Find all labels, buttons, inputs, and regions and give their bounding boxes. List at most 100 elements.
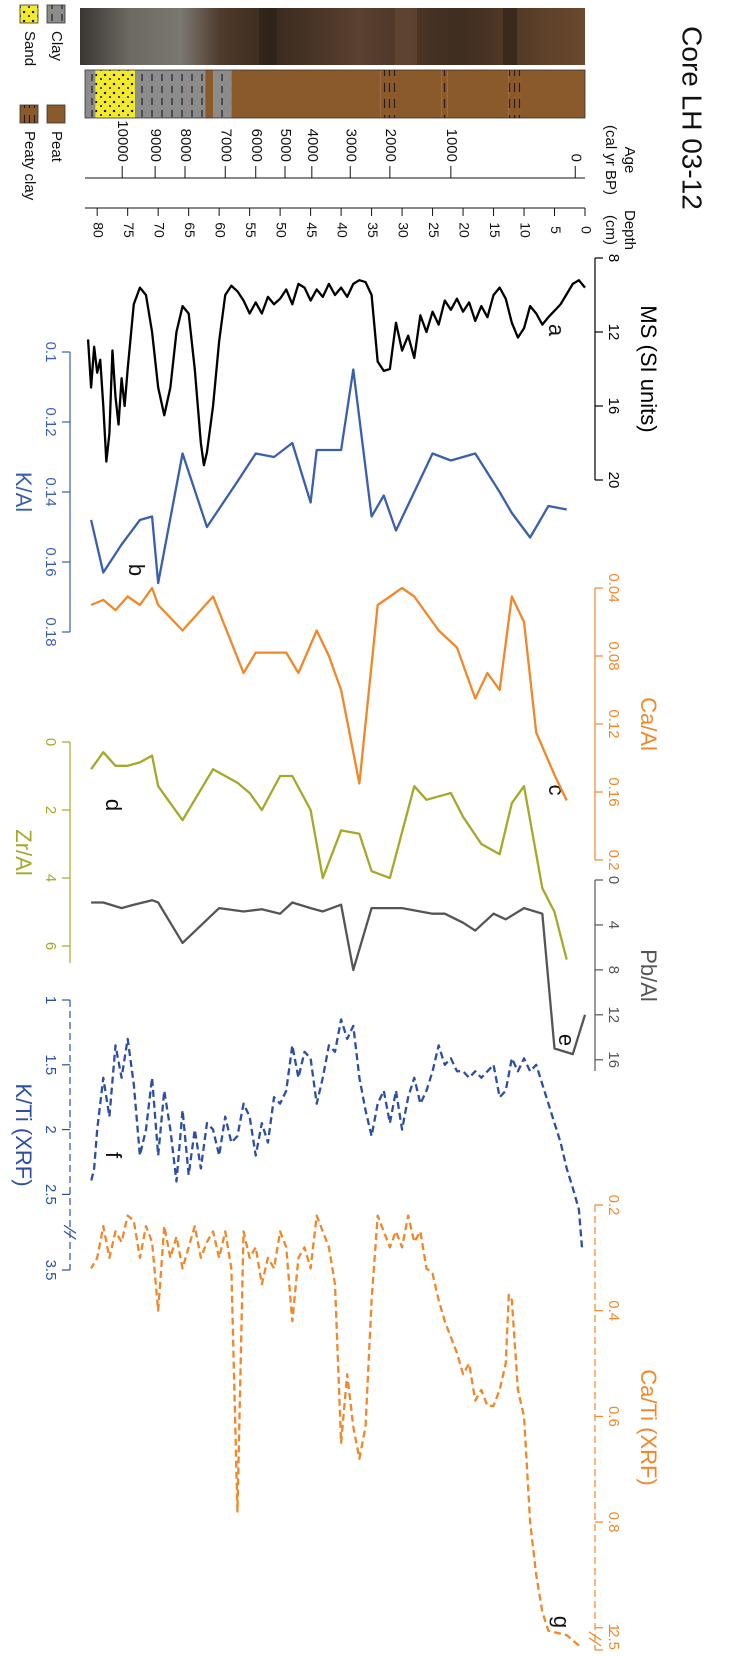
lithology-layer	[381, 70, 396, 118]
depth-axis-title: Depth	[621, 210, 638, 250]
depth-tick-label: 75	[121, 222, 137, 238]
age-tick-label: 0	[567, 154, 584, 162]
core-photo-band	[395, 8, 417, 65]
depth-tick-label: 55	[243, 222, 259, 238]
value-tick-label: 0.14	[42, 477, 59, 506]
age-tick-label: 10000	[114, 120, 131, 162]
value-tick-label: 0.8	[605, 1512, 622, 1533]
panel-letter: c	[544, 785, 569, 796]
lithology-layer	[509, 70, 521, 118]
value-tick-label: 0.2	[605, 1195, 622, 1216]
lithology-layer	[205, 70, 213, 118]
age-axis-title: (cal yr BP)	[602, 125, 619, 195]
value-tick-label: 0.12	[42, 407, 59, 436]
value-axis-title: Pb/Al	[636, 949, 661, 1002]
value-tick-label: 8	[605, 966, 622, 974]
lithology-layer	[135, 70, 205, 118]
data-line	[88, 280, 585, 465]
value-tick-label: 0.6	[605, 1406, 622, 1427]
depth-tick-label: 80	[90, 222, 106, 238]
age-tick-label: 6000	[248, 129, 265, 162]
value-tick-label: 0	[42, 738, 59, 746]
value-tick-label: 16	[605, 398, 622, 415]
depth-tick-label: 20	[456, 222, 472, 238]
value-axis-title: Ca/Al	[636, 697, 661, 751]
depth-tick-label: 70	[151, 222, 167, 238]
value-axis-title: Ca/Ti (XRF)	[636, 1369, 661, 1486]
value-axis-title: MS (SI units)	[636, 305, 661, 432]
value-tick-label: 4	[42, 874, 59, 882]
value-tick-label: 6	[42, 942, 59, 950]
chart-title: Core LH 03-12	[677, 26, 708, 210]
panel-letter: g	[549, 1616, 574, 1628]
lithology-layer	[442, 70, 448, 118]
value-tick-label: 16	[605, 1051, 622, 1068]
value-tick-label: 1.5	[42, 1054, 59, 1075]
lithology-layer	[521, 70, 585, 118]
value-tick-label: 0.12	[605, 709, 622, 738]
value-tick-label: 12	[605, 1006, 622, 1023]
value-tick-label: 2.5	[605, 1629, 622, 1650]
value-tick-label: 12	[605, 324, 622, 341]
depth-tick-label: 25	[426, 222, 442, 238]
value-tick-label: 0.4	[605, 1300, 622, 1321]
legend-swatch	[20, 105, 38, 123]
depth-tick-label: 30	[395, 222, 411, 238]
depth-tick-label: 40	[334, 222, 350, 238]
value-tick-label: 0.18	[42, 617, 59, 646]
value-axis-title: K/Ti (XRF)	[11, 1083, 36, 1186]
value-tick-label: 2	[42, 806, 59, 814]
legend-swatch	[47, 105, 65, 123]
depth-axis-title: (cm)	[602, 215, 619, 245]
lithology-layer	[95, 70, 135, 118]
depth-tick-label: 0	[578, 226, 594, 234]
age-tick-label: 5000	[277, 129, 294, 162]
depth-tick-label: 10	[517, 222, 533, 238]
value-tick-label: 0.08	[605, 641, 622, 670]
age-tick-label: 2000	[382, 129, 399, 162]
age-tick-label: 1000	[443, 129, 460, 162]
core-photo-band	[259, 8, 277, 65]
data-line	[91, 1216, 579, 1646]
value-tick-label: 2.5	[42, 1184, 59, 1205]
age-tick-label: 4000	[304, 129, 321, 162]
lithology-layer	[85, 70, 95, 118]
panel-letter: b	[124, 564, 149, 576]
panel-letter: d	[101, 799, 126, 811]
lithology-layer	[396, 70, 442, 118]
legend-label: Clay	[48, 31, 65, 62]
depth-tick-label: 45	[304, 222, 320, 238]
age-tick-label: 8000	[177, 129, 194, 162]
data-line	[91, 752, 567, 959]
data-line	[91, 1019, 582, 1247]
value-tick-label: 0.16	[42, 547, 59, 576]
depth-tick-label: 35	[365, 222, 381, 238]
value-axis-title: K/Al	[11, 472, 36, 512]
age-tick-label: 7000	[217, 129, 234, 162]
value-tick-label: 4	[605, 921, 622, 929]
figure: Core LH 03-12Age(cal yr BP)Depth(cm)0100…	[0, 0, 747, 1656]
lithology-layer	[213, 70, 231, 118]
age-axis-title: Age	[621, 147, 638, 174]
panel-letter: f	[101, 1152, 126, 1159]
value-tick-label: 0.04	[605, 573, 622, 602]
depth-tick-label: 5	[548, 226, 564, 234]
legend-label: Peat	[48, 131, 65, 163]
age-tick-label: 9000	[147, 129, 164, 162]
value-tick-label: 3.5	[42, 1260, 59, 1281]
legend-swatch	[47, 5, 65, 23]
value-tick-label: 20	[605, 472, 622, 489]
lithology-layer	[231, 70, 380, 118]
value-tick-label: 8	[605, 254, 622, 262]
value-tick-label: 0.1	[42, 342, 59, 363]
depth-tick-label: 15	[487, 222, 503, 238]
legend-label: Peaty clay	[21, 131, 38, 201]
legend-swatch	[20, 5, 38, 23]
depth-tick-label: 65	[182, 222, 198, 238]
core-photo-band	[503, 8, 517, 65]
depth-tick-label: 50	[273, 222, 289, 238]
age-tick-label: 3000	[342, 129, 359, 162]
value-axis-title: Zr/Al	[11, 829, 36, 875]
page: {"chart_data": [ {"type": "core", "title…	[0, 0, 747, 1656]
legend-label: Sand	[21, 31, 38, 66]
